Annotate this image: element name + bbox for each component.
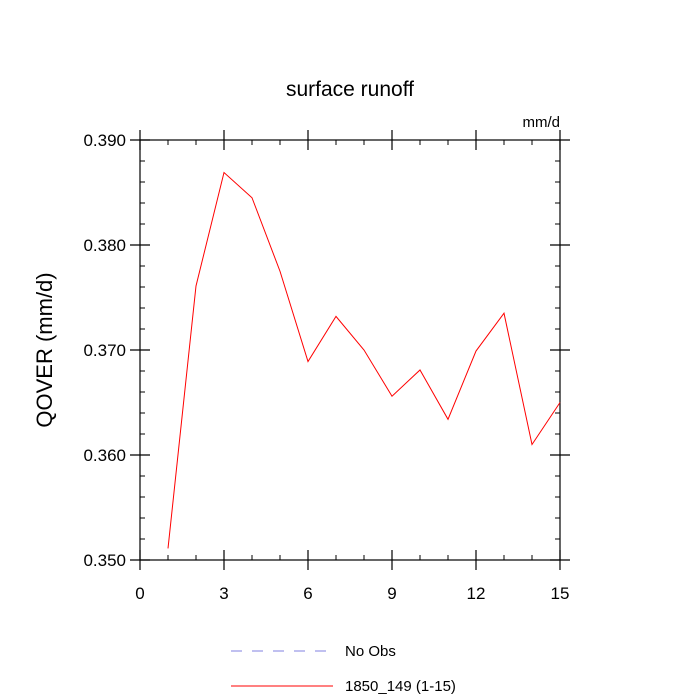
y-tick-label: 0.360 — [83, 446, 126, 465]
y-tick-label: 0.350 — [83, 551, 126, 570]
legend-label: 1850_149 (1-15) — [345, 678, 456, 695]
x-tick-label: 6 — [303, 584, 312, 603]
units-label: mm/d — [523, 114, 561, 131]
legend: No Obs 1850_149 (1-15) — [231, 643, 456, 695]
plot-area — [167, 171, 561, 549]
axes: 0 3 6 9 12 15 0.350 0.360 0.370 0.380 0.390 — [83, 130, 570, 603]
y-tick-label: 0.390 — [83, 131, 126, 150]
x-tick-label: 15 — [551, 584, 570, 603]
x-tick-label: 0 — [135, 584, 144, 603]
y-axis-label: QOVER (mm/d) — [32, 272, 57, 427]
y-tick-label: 0.380 — [83, 236, 126, 255]
legend-label: No Obs — [345, 643, 396, 660]
y-tick-label: 0.370 — [83, 341, 126, 360]
series-line-1 — [167, 171, 561, 549]
x-tick-label: 3 — [219, 584, 228, 603]
x-tick-label: 12 — [467, 584, 486, 603]
chart-title: surface runoff — [286, 78, 414, 101]
x-tick-label: 9 — [387, 584, 396, 603]
plot-frame — [139, 139, 561, 561]
